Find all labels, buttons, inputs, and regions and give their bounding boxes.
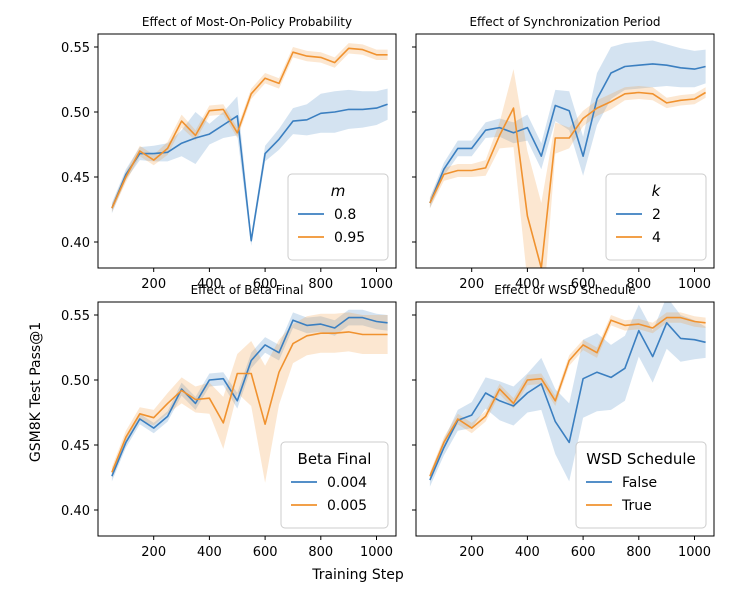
legend-label-2: 2 — [652, 207, 661, 223]
series-line-0.005 — [111, 331, 388, 473]
legend-title: Beta Final — [298, 450, 372, 468]
legend-label-0.95: 0.95 — [334, 230, 365, 246]
x-tick-label: 400 — [197, 545, 222, 560]
subplot-title: Effect of WSD Schedule — [494, 283, 635, 297]
y-tick-label: 0.45 — [61, 439, 90, 454]
legend: Beta Final 0.004 0.005 — [280, 441, 389, 529]
x-tick-label: 1000 — [678, 277, 711, 292]
y-tick-label: 0.40 — [61, 504, 90, 519]
series-line-True — [429, 316, 706, 477]
series-line-2 — [429, 63, 706, 204]
y-tick-label: 0.55 — [61, 309, 90, 324]
x-tick-label: 1000 — [360, 277, 393, 292]
x-tick-label: 400 — [515, 277, 540, 292]
legend-label-0.005: 0.005 — [327, 498, 367, 514]
x-tick-label: 600 — [571, 277, 596, 292]
subplots: Effect of Most-On-Policy Probability 200 4… — [61, 15, 715, 560]
plot-area — [111, 43, 388, 246]
legend-box — [605, 173, 707, 261]
axes-frame — [97, 301, 397, 537]
x-tick-label: 400 — [197, 277, 222, 292]
y-tick-label: 0.50 — [61, 106, 90, 121]
x-tick-label: 200 — [141, 277, 166, 292]
y-axis-label: GSM8K Test Pass@1 — [28, 322, 44, 462]
subplot-title: Effect of Most-On-Policy Probability — [142, 15, 352, 29]
x-axis-label: Training Step — [311, 567, 404, 583]
x-tick-label: 600 — [253, 545, 278, 560]
x-tick-label: 200 — [459, 545, 484, 560]
subplot-4: Effect of WSD Schedule 200 400 600 800 1000 WS… — [412, 283, 715, 560]
subplot-1: Effect of Most-On-Policy Probability 200 4… — [61, 15, 397, 292]
y-tick-label: 0.50 — [61, 374, 90, 389]
plot-area — [429, 40, 707, 268]
confidence-band-0.005 — [111, 312, 388, 483]
series-line-0.004 — [111, 316, 388, 477]
x-tick-label: 400 — [515, 545, 540, 560]
x-tick-label: 800 — [626, 545, 651, 560]
subplot-2: Effect of Synchronization Period 200 400 60… — [412, 15, 715, 292]
series-line-0.8 — [111, 103, 388, 242]
confidence-band-2 — [429, 40, 706, 209]
confidence-band-0.8 — [111, 88, 388, 246]
x-tick-label: 800 — [626, 277, 651, 292]
x-tick-label: 200 — [141, 545, 166, 560]
axes-frame — [415, 301, 715, 537]
legend-box — [575, 441, 707, 529]
legend-box — [287, 173, 389, 261]
plot-area — [111, 309, 388, 483]
axes-frame — [97, 33, 397, 269]
legend-box — [280, 441, 389, 529]
confidence-band-False — [429, 302, 706, 487]
legend-label-4: 4 — [652, 230, 661, 246]
y-tick-label: 0.40 — [61, 236, 90, 251]
legend-label-0.8: 0.8 — [334, 207, 356, 223]
legend-label-True: True — [621, 498, 652, 514]
series-line-False — [429, 321, 706, 481]
subplot-title: Effect of Beta Final — [191, 283, 304, 297]
y-tick-label: 0.55 — [61, 41, 90, 56]
x-tick-label: 1000 — [360, 545, 393, 560]
series-line-0.95 — [111, 47, 388, 209]
legend-title: k — [652, 182, 662, 200]
y-tick-label: 0.45 — [61, 171, 90, 186]
subplot-title: Effect of Synchronization Period — [469, 15, 660, 29]
x-tick-label: 600 — [571, 545, 596, 560]
x-tick-label: 200 — [459, 277, 484, 292]
x-tick-label: 800 — [308, 277, 333, 292]
x-tick-label: 800 — [308, 545, 333, 560]
plot-area — [429, 302, 706, 487]
x-tick-label: 600 — [253, 277, 278, 292]
legend: m 0.8 0.95 — [287, 173, 389, 261]
legend-title: m — [331, 182, 346, 200]
legend: k 2 4 — [605, 173, 707, 261]
subplot-3: Effect of Beta Final 200 400 600 800 1000 0.40… — [61, 283, 397, 560]
series-line-4 — [429, 91, 707, 268]
x-tick-label: 1000 — [678, 545, 711, 560]
legend: WSD Schedule False True — [575, 441, 707, 529]
axes-frame — [415, 33, 715, 269]
legend-title: WSD Schedule — [586, 450, 696, 468]
legend-label-0.004: 0.004 — [327, 475, 367, 491]
legend-label-False: False — [622, 475, 657, 491]
